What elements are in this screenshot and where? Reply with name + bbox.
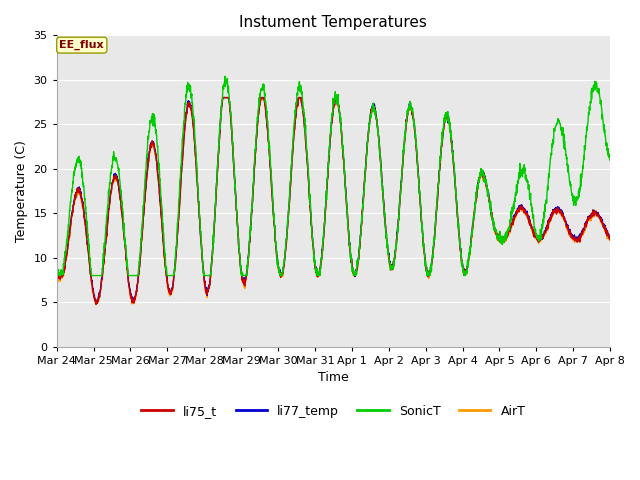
SonicT <box>207 264 215 270</box>
li77_temp <box>350 271 358 276</box>
AirT <box>350 271 358 277</box>
Y-axis label: Temperature (C): Temperature (C) <box>15 140 28 242</box>
SonicT <box>221 73 229 79</box>
X-axis label: Time: Time <box>318 372 349 384</box>
SonicT <box>558 125 566 131</box>
li75_t <box>606 235 614 240</box>
Line: li75_t: li75_t <box>57 97 610 304</box>
SonicT <box>53 264 61 270</box>
Text: EE_flux: EE_flux <box>60 40 104 50</box>
Line: li77_temp: li77_temp <box>57 97 610 304</box>
AirT <box>362 160 370 166</box>
li75_t <box>53 270 61 276</box>
AirT <box>606 235 614 241</box>
AirT <box>558 213 566 219</box>
li75_t <box>495 236 502 242</box>
SonicT <box>573 198 581 204</box>
li75_t <box>558 212 566 218</box>
li75_t <box>362 161 370 167</box>
li75_t <box>207 266 215 272</box>
SonicT <box>362 162 370 168</box>
li77_temp <box>495 235 502 241</box>
AirT <box>92 302 100 308</box>
SonicT <box>606 157 614 163</box>
Title: Instument Temperatures: Instument Temperatures <box>239 15 428 30</box>
li77_temp <box>362 161 370 167</box>
li75_t <box>92 301 100 307</box>
SonicT <box>495 238 502 243</box>
Legend: li75_t, li77_temp, SonicT, AirT: li75_t, li77_temp, SonicT, AirT <box>136 400 531 423</box>
AirT <box>495 237 502 242</box>
SonicT <box>56 273 63 278</box>
li77_temp <box>207 264 215 269</box>
AirT <box>53 270 61 276</box>
li77_temp <box>92 301 100 307</box>
AirT <box>573 237 581 242</box>
AirT <box>207 267 215 273</box>
li77_temp <box>53 269 61 275</box>
li77_temp <box>606 236 614 241</box>
li77_temp <box>573 234 581 240</box>
AirT <box>219 95 227 100</box>
li77_temp <box>219 95 227 100</box>
li75_t <box>573 236 581 242</box>
li75_t <box>350 271 358 276</box>
Line: AirT: AirT <box>57 97 610 305</box>
SonicT <box>350 271 358 276</box>
li75_t <box>219 95 227 100</box>
Line: SonicT: SonicT <box>57 76 610 276</box>
li77_temp <box>558 212 566 217</box>
